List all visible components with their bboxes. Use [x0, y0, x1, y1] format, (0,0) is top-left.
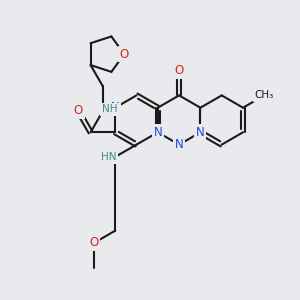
Text: CH₃: CH₃: [255, 90, 274, 100]
Text: HN: HN: [101, 152, 116, 162]
Text: N: N: [196, 126, 205, 139]
Text: N: N: [153, 126, 162, 139]
Text: N: N: [111, 101, 120, 114]
Text: O: O: [120, 48, 129, 61]
Text: N: N: [175, 138, 184, 151]
Text: O: O: [89, 236, 98, 250]
Text: N: N: [153, 126, 162, 139]
Text: O: O: [74, 104, 83, 118]
Text: NH: NH: [102, 104, 117, 115]
Text: O: O: [175, 64, 184, 77]
